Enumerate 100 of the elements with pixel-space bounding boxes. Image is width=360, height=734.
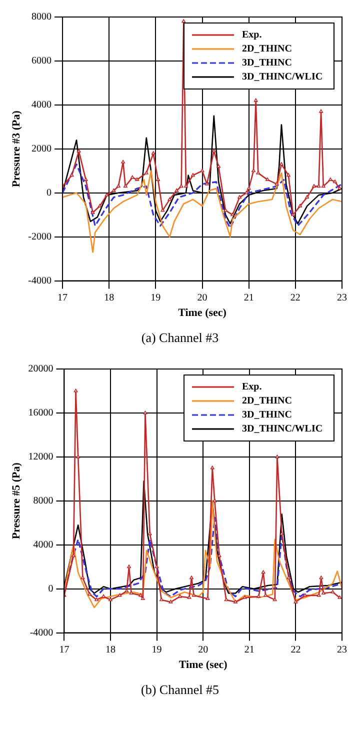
point xyxy=(256,170,260,174)
point xyxy=(321,184,326,188)
point xyxy=(84,177,88,181)
x-tick-label: 23 xyxy=(337,644,347,656)
point xyxy=(312,184,316,188)
point xyxy=(102,594,106,598)
point xyxy=(72,554,76,558)
point xyxy=(121,160,126,164)
text: (b) Channel #5 xyxy=(140,681,220,699)
point xyxy=(140,596,145,600)
legend-label: 2D_THINC xyxy=(242,44,292,55)
point xyxy=(319,576,324,580)
y-tick-label: 0 xyxy=(46,187,52,198)
point xyxy=(305,195,310,199)
point xyxy=(98,204,102,208)
point xyxy=(319,109,323,113)
point xyxy=(138,593,143,597)
point xyxy=(182,19,186,23)
point xyxy=(230,212,234,216)
point xyxy=(338,186,342,190)
x-tick-label: 20 xyxy=(198,644,208,656)
point xyxy=(256,594,261,598)
point xyxy=(76,454,80,458)
point xyxy=(254,98,258,102)
point xyxy=(333,180,337,184)
point xyxy=(168,600,173,604)
y-axis-title: Pressure #5 (Pa) xyxy=(10,462,22,540)
point xyxy=(144,170,148,174)
point xyxy=(244,190,248,194)
point xyxy=(70,173,74,177)
legend-label: 2D_THINC xyxy=(242,396,292,407)
point xyxy=(192,593,196,597)
x-tick-label: 18 xyxy=(104,292,114,304)
y-tick-label: 8000 xyxy=(32,12,52,23)
legend-label: 3D_THINC xyxy=(242,410,292,421)
y-tick-label: 2000 xyxy=(32,144,52,155)
y-tick-label: -4000 xyxy=(30,627,54,638)
point xyxy=(156,177,160,181)
point xyxy=(280,532,284,536)
point xyxy=(316,184,321,188)
point xyxy=(206,596,210,600)
point xyxy=(303,593,307,597)
x-tick-label: 22 xyxy=(290,644,301,656)
x-tick-label: 19 xyxy=(150,292,161,304)
point xyxy=(104,192,109,196)
x-tick-label: 22 xyxy=(290,292,300,304)
point xyxy=(266,177,270,181)
point xyxy=(179,184,184,188)
point xyxy=(187,595,192,599)
point xyxy=(224,208,228,212)
point xyxy=(210,466,214,470)
point xyxy=(238,195,242,199)
y-tick-label: -4000 xyxy=(28,275,52,286)
x-tick-label: 21 xyxy=(244,292,254,304)
point xyxy=(298,204,302,208)
point xyxy=(252,168,256,172)
point xyxy=(118,593,122,597)
y-tick-label: 4000 xyxy=(32,100,52,111)
point xyxy=(212,148,216,152)
y-tick-label: 8000 xyxy=(33,496,54,507)
point xyxy=(135,177,140,181)
point xyxy=(200,168,204,172)
point xyxy=(234,600,238,604)
point xyxy=(322,591,326,595)
x-tick-label: 20 xyxy=(197,292,208,304)
y-tick-label: 20000 xyxy=(28,364,54,375)
x-tick-label: 18 xyxy=(106,644,116,656)
point xyxy=(130,175,134,179)
y-tick-label: 16000 xyxy=(28,408,54,419)
y-tick-label: 0 xyxy=(48,583,54,594)
point xyxy=(123,184,128,188)
point xyxy=(338,595,342,599)
point xyxy=(178,594,182,598)
point xyxy=(190,173,195,177)
point xyxy=(316,593,321,597)
x-tick-label: 17 xyxy=(58,292,68,304)
point xyxy=(286,576,291,580)
point xyxy=(279,162,284,166)
legend-label: 3D_THINC/WLIC xyxy=(242,424,323,435)
point xyxy=(80,576,85,580)
point xyxy=(272,598,277,602)
point xyxy=(294,600,298,604)
point xyxy=(217,554,222,558)
point xyxy=(224,598,228,602)
y-tick-label: -2000 xyxy=(28,231,52,242)
point xyxy=(212,498,217,502)
point xyxy=(94,598,99,602)
point xyxy=(151,151,156,155)
point xyxy=(246,186,251,190)
point xyxy=(143,410,148,414)
point xyxy=(328,177,332,181)
x-axis-title: Time (sec) xyxy=(178,659,228,672)
point xyxy=(116,184,120,188)
point xyxy=(242,595,247,599)
point xyxy=(108,598,112,602)
point xyxy=(261,570,266,574)
point xyxy=(88,592,92,596)
point xyxy=(129,591,134,595)
point xyxy=(291,212,296,216)
legend-label: 3D_THINC/WLIC xyxy=(242,72,323,83)
